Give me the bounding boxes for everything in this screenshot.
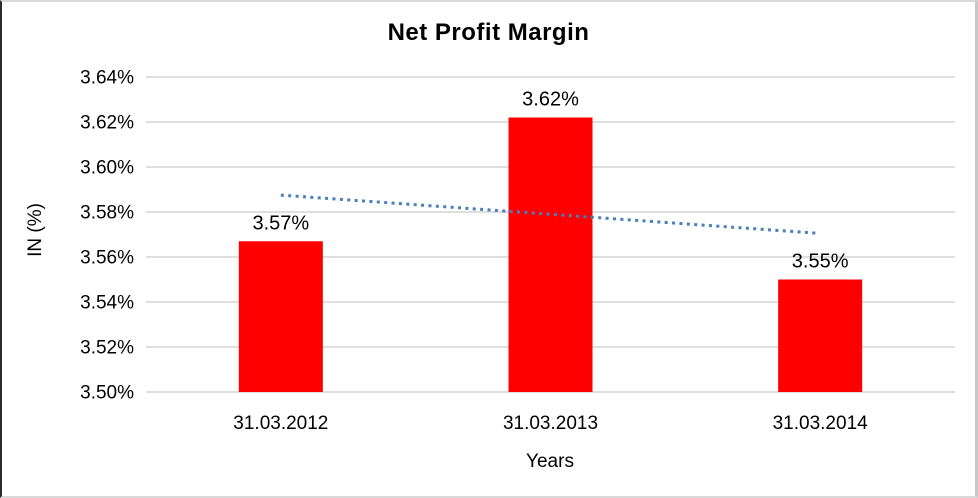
x-tick-label: 31.03.2014 <box>773 413 869 434</box>
bar-value-label: 3.55% <box>792 251 849 273</box>
bar-value-label: 3.62% <box>522 89 579 111</box>
bar-value-label: 3.57% <box>252 212 309 234</box>
y-tick-label: 3.54% <box>80 293 134 314</box>
x-tick-label: 31.03.2013 <box>503 413 598 434</box>
y-tick-label: 3.60% <box>80 158 134 179</box>
bar <box>508 117 593 392</box>
y-tick-label: 3.50% <box>80 383 134 404</box>
y-tick-label: 3.52% <box>80 338 134 359</box>
x-tick-label: 31.03.2012 <box>233 413 328 434</box>
y-tick-label: 3.58% <box>80 203 134 224</box>
y-tick-label: 3.56% <box>80 248 134 269</box>
bar <box>778 279 863 392</box>
y-tick-label: 3.64% <box>80 68 134 89</box>
y-axis-title: IN (%) <box>25 203 46 257</box>
trendline <box>280 193 817 235</box>
chart-title: Net Profit Margin <box>387 19 590 46</box>
x-axis-title: Years <box>526 451 574 472</box>
y-tick-label: 3.62% <box>80 113 134 134</box>
bar <box>238 241 323 392</box>
